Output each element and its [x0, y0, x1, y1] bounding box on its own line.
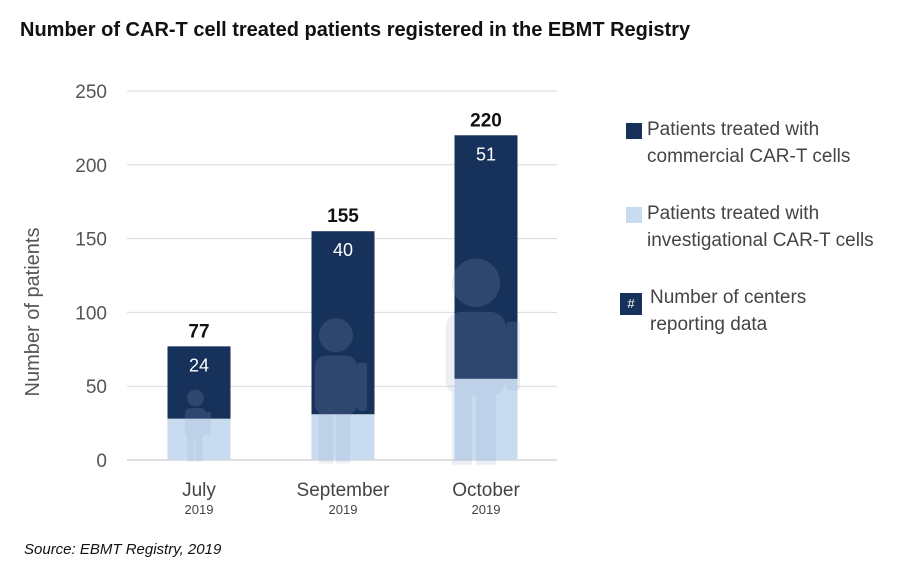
bar-centers-label: 40: [333, 240, 353, 260]
bar-total-label: 220: [470, 110, 502, 131]
legend-label-centers-line1: Number of centers: [650, 287, 807, 308]
person-icon-leg: [318, 406, 334, 464]
person-icon-leg: [187, 433, 195, 462]
person-icon-leg: [475, 384, 497, 465]
y-tick-label: 100: [75, 303, 107, 324]
y-tick-label: 150: [75, 230, 107, 251]
legend-item-commercial: Patients treated with commercial CAR-T c…: [647, 116, 850, 170]
legend-swatch-centers: #: [620, 293, 642, 315]
bar-centers-label: 24: [189, 355, 209, 375]
legend-label-commercial-line2: commercial CAR-T cells: [647, 146, 851, 167]
y-axis-label: Number of patients: [22, 228, 44, 397]
source-note: Source: EBMT Registry, 2019: [24, 541, 222, 558]
person-icon-body: [184, 408, 207, 438]
x-tick-year: 2019: [329, 502, 358, 517]
chart-title: Number of CAR-T cell treated patients re…: [20, 19, 691, 41]
legend-swatch-commercial: [626, 123, 642, 139]
person-icon: [445, 258, 521, 465]
person-icon-leg: [451, 384, 472, 465]
person-icon-head: [318, 318, 353, 353]
legend-item-investigational: Patients treated with investigational CA…: [647, 200, 874, 254]
bar-investigational: [454, 378, 518, 460]
bar-total-label: 77: [188, 321, 209, 342]
x-tick-year: 2019: [472, 502, 501, 517]
y-tick-label: 0: [96, 451, 107, 472]
legend-label-commercial-line1: Patients treated with: [647, 119, 820, 140]
y-tick-label: 50: [86, 377, 107, 398]
person-icon: [314, 318, 368, 464]
person-icon: [184, 389, 211, 462]
legend-swatch-investigational: [626, 207, 642, 223]
x-tick-year: 2019: [185, 502, 214, 517]
bar-centers-label: 51: [476, 144, 496, 164]
legend-item-centers: Number of centers reporting data: [650, 284, 806, 338]
person-icon-head: [451, 258, 501, 307]
bar-commercial: [311, 231, 375, 415]
person-icon-body: [445, 311, 507, 397]
person-icon-arm: [206, 411, 211, 436]
bar-investigational: [311, 414, 375, 460]
bar-commercial: [454, 135, 518, 379]
x-tick-label: September: [297, 480, 391, 501]
person-icon-body: [314, 355, 358, 416]
legend-label-investigational-line2: investigational CAR-T cells: [647, 230, 874, 251]
y-tick-label: 200: [75, 156, 107, 177]
person-icon-head: [187, 389, 204, 407]
person-icon-leg: [195, 433, 203, 462]
y-tick-label: 250: [75, 82, 107, 103]
person-icon-arm: [357, 362, 368, 411]
x-tick-label: July: [182, 480, 216, 501]
legend-label-investigational-line1: Patients treated with: [647, 203, 820, 224]
person-icon-leg: [335, 406, 351, 464]
bar-commercial: [167, 346, 231, 419]
person-icon-arm: [506, 321, 521, 391]
bar-total-label: 155: [327, 206, 359, 227]
x-tick-label: October: [452, 480, 520, 501]
legend-label-centers-line2: reporting data: [650, 314, 768, 335]
bar-investigational: [167, 418, 231, 460]
